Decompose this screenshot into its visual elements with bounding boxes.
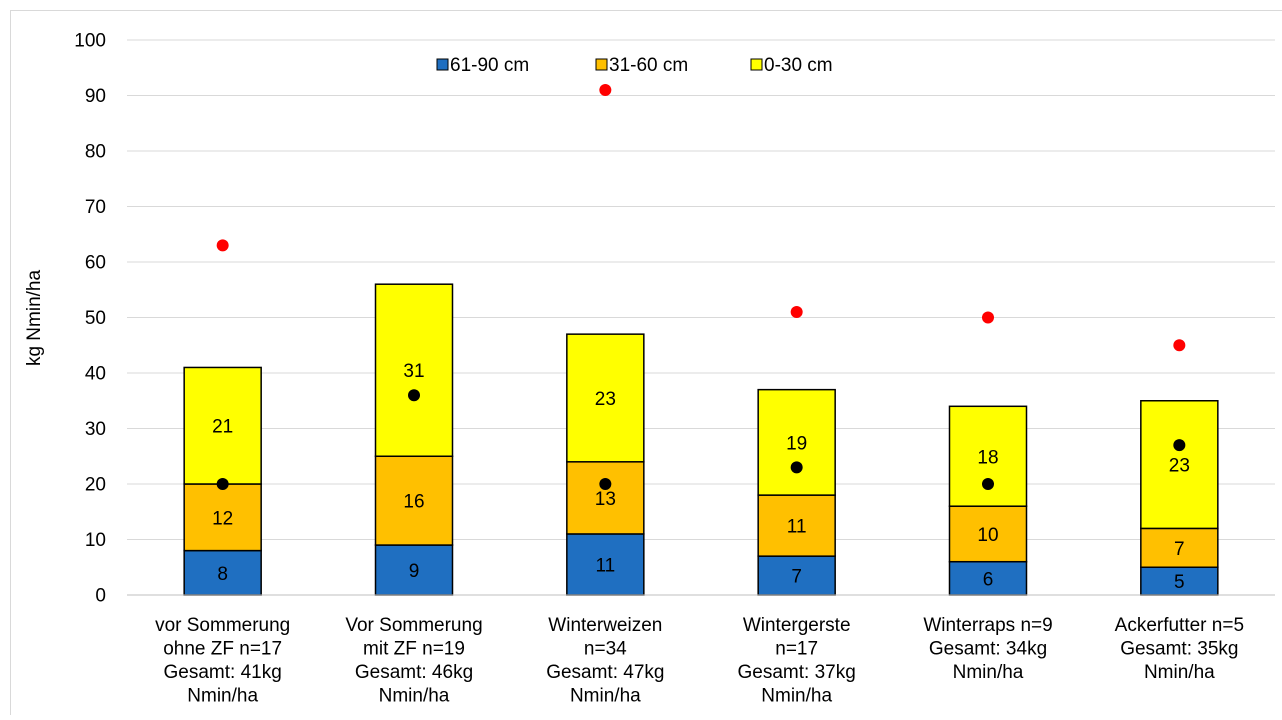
x-category-label: Winterraps n=9 [923,615,1052,636]
data-label: 10 [977,525,998,546]
bar-segment [183,366,262,485]
legend-swatch [750,58,763,71]
data-label: 16 [403,492,424,513]
marker-point [216,478,229,490]
legend-label: 61-90 cm [450,55,529,76]
y-tick-label: 10 [85,530,106,551]
legend-swatch [595,58,608,71]
data-label: 11 [595,555,615,576]
x-category-label: Gesamt: 34kg [929,639,1047,660]
x-category-label: Vor Sommerung [345,615,482,636]
data-label: 11 [787,517,807,538]
x-category-label: mit ZF n=19 [363,639,465,660]
data-label: 23 [595,389,616,410]
bar-segment [183,483,262,552]
data-label: 12 [212,508,233,529]
y-tick-label: 100 [74,31,106,52]
bar-segment [757,388,836,496]
data-label: 21 [212,417,233,438]
x-category-label: vor Sommerung [155,615,290,636]
gridlines [127,39,1275,540]
bars [183,283,1219,596]
x-category-label: Ackerfutter n=5 [1115,615,1244,636]
bar-segment [183,549,262,596]
bar-segment [948,560,1028,596]
legend: 61-90 cm 31-60 cm 0-30 cm [436,55,833,76]
bar-segment [374,283,454,458]
data-labels: 8 12 21 9 16 31 11 13 23 7 11 19 6 10 18 5 7 23 [212,361,1190,593]
bar-segment [566,333,645,463]
x-category-label: ohne ZF n=17 [163,639,282,660]
y-tick-label: 30 [85,419,106,440]
x-category-label: Nmin/ha [1144,662,1215,683]
marker-point [982,311,994,324]
y-tick-label: 0 [95,586,106,607]
y-tick-label: 20 [85,475,106,496]
data-label: 6 [983,569,994,590]
y-axis-title: kg Nmin/ha [24,270,45,367]
marker-point [790,305,803,318]
axes: 0 10 20 30 40 50 60 70 80 90 100 vor Sommerung ohne … [74,31,1275,707]
data-label: 13 [595,489,616,510]
y-tick-label: 80 [85,142,106,163]
marker-point [1173,439,1186,452]
legend-swatch [436,58,449,71]
bar-segment [948,505,1028,563]
bar-segment [374,455,454,546]
x-category-label: Nmin/ha [187,686,258,707]
data-label: 7 [791,567,802,588]
x-category-label: Gesamt: 41kg [164,662,282,683]
marker-point [790,461,803,474]
y-tick-label: 50 [85,308,106,329]
x-category-label: Nmin/ha [761,686,832,707]
markers [216,83,1186,490]
data-label: 31 [403,361,424,382]
legend-label: 0-30 cm [764,55,833,76]
data-label: 18 [977,447,998,468]
x-category-label: Gesamt: 47kg [546,662,664,683]
x-category-label: Nmin/ha [379,686,450,707]
marker-point [599,83,612,96]
y-tick-label: 70 [85,197,106,218]
data-label: 7 [1174,539,1185,560]
y-tick-label: 60 [85,253,106,274]
bar-segment [1140,400,1219,530]
x-category-label: Gesamt: 46kg [355,662,473,683]
bar-segment [374,544,454,596]
bar-segment [1140,566,1219,596]
marker-point [1173,339,1186,352]
x-category-label: Wintergerste [743,615,851,636]
x-category-label: Nmin/ha [953,662,1024,683]
legend-label: 31-60 cm [609,55,688,76]
bar-segment [757,494,836,557]
marker-point [982,478,994,490]
data-label: 23 [1169,456,1190,477]
bar-segment [1140,527,1219,569]
data-label: 9 [409,561,420,582]
marker-point [599,478,612,490]
x-category-label: Gesamt: 35kg [1120,639,1238,660]
x-category-label: Nmin/ha [570,686,641,707]
x-category-label: Winterweizen [548,615,662,636]
marker-point [408,389,420,402]
data-label: 8 [217,564,228,585]
data-label: 19 [786,433,807,454]
marker-point [216,239,229,252]
y-tick-label: 40 [85,364,106,385]
y-tick-label: 90 [85,86,106,107]
x-category-label: Gesamt: 37kg [738,662,856,683]
x-category-label: n=34 [584,639,627,660]
x-category-label: n=17 [775,639,818,660]
data-label: 5 [1174,572,1185,593]
